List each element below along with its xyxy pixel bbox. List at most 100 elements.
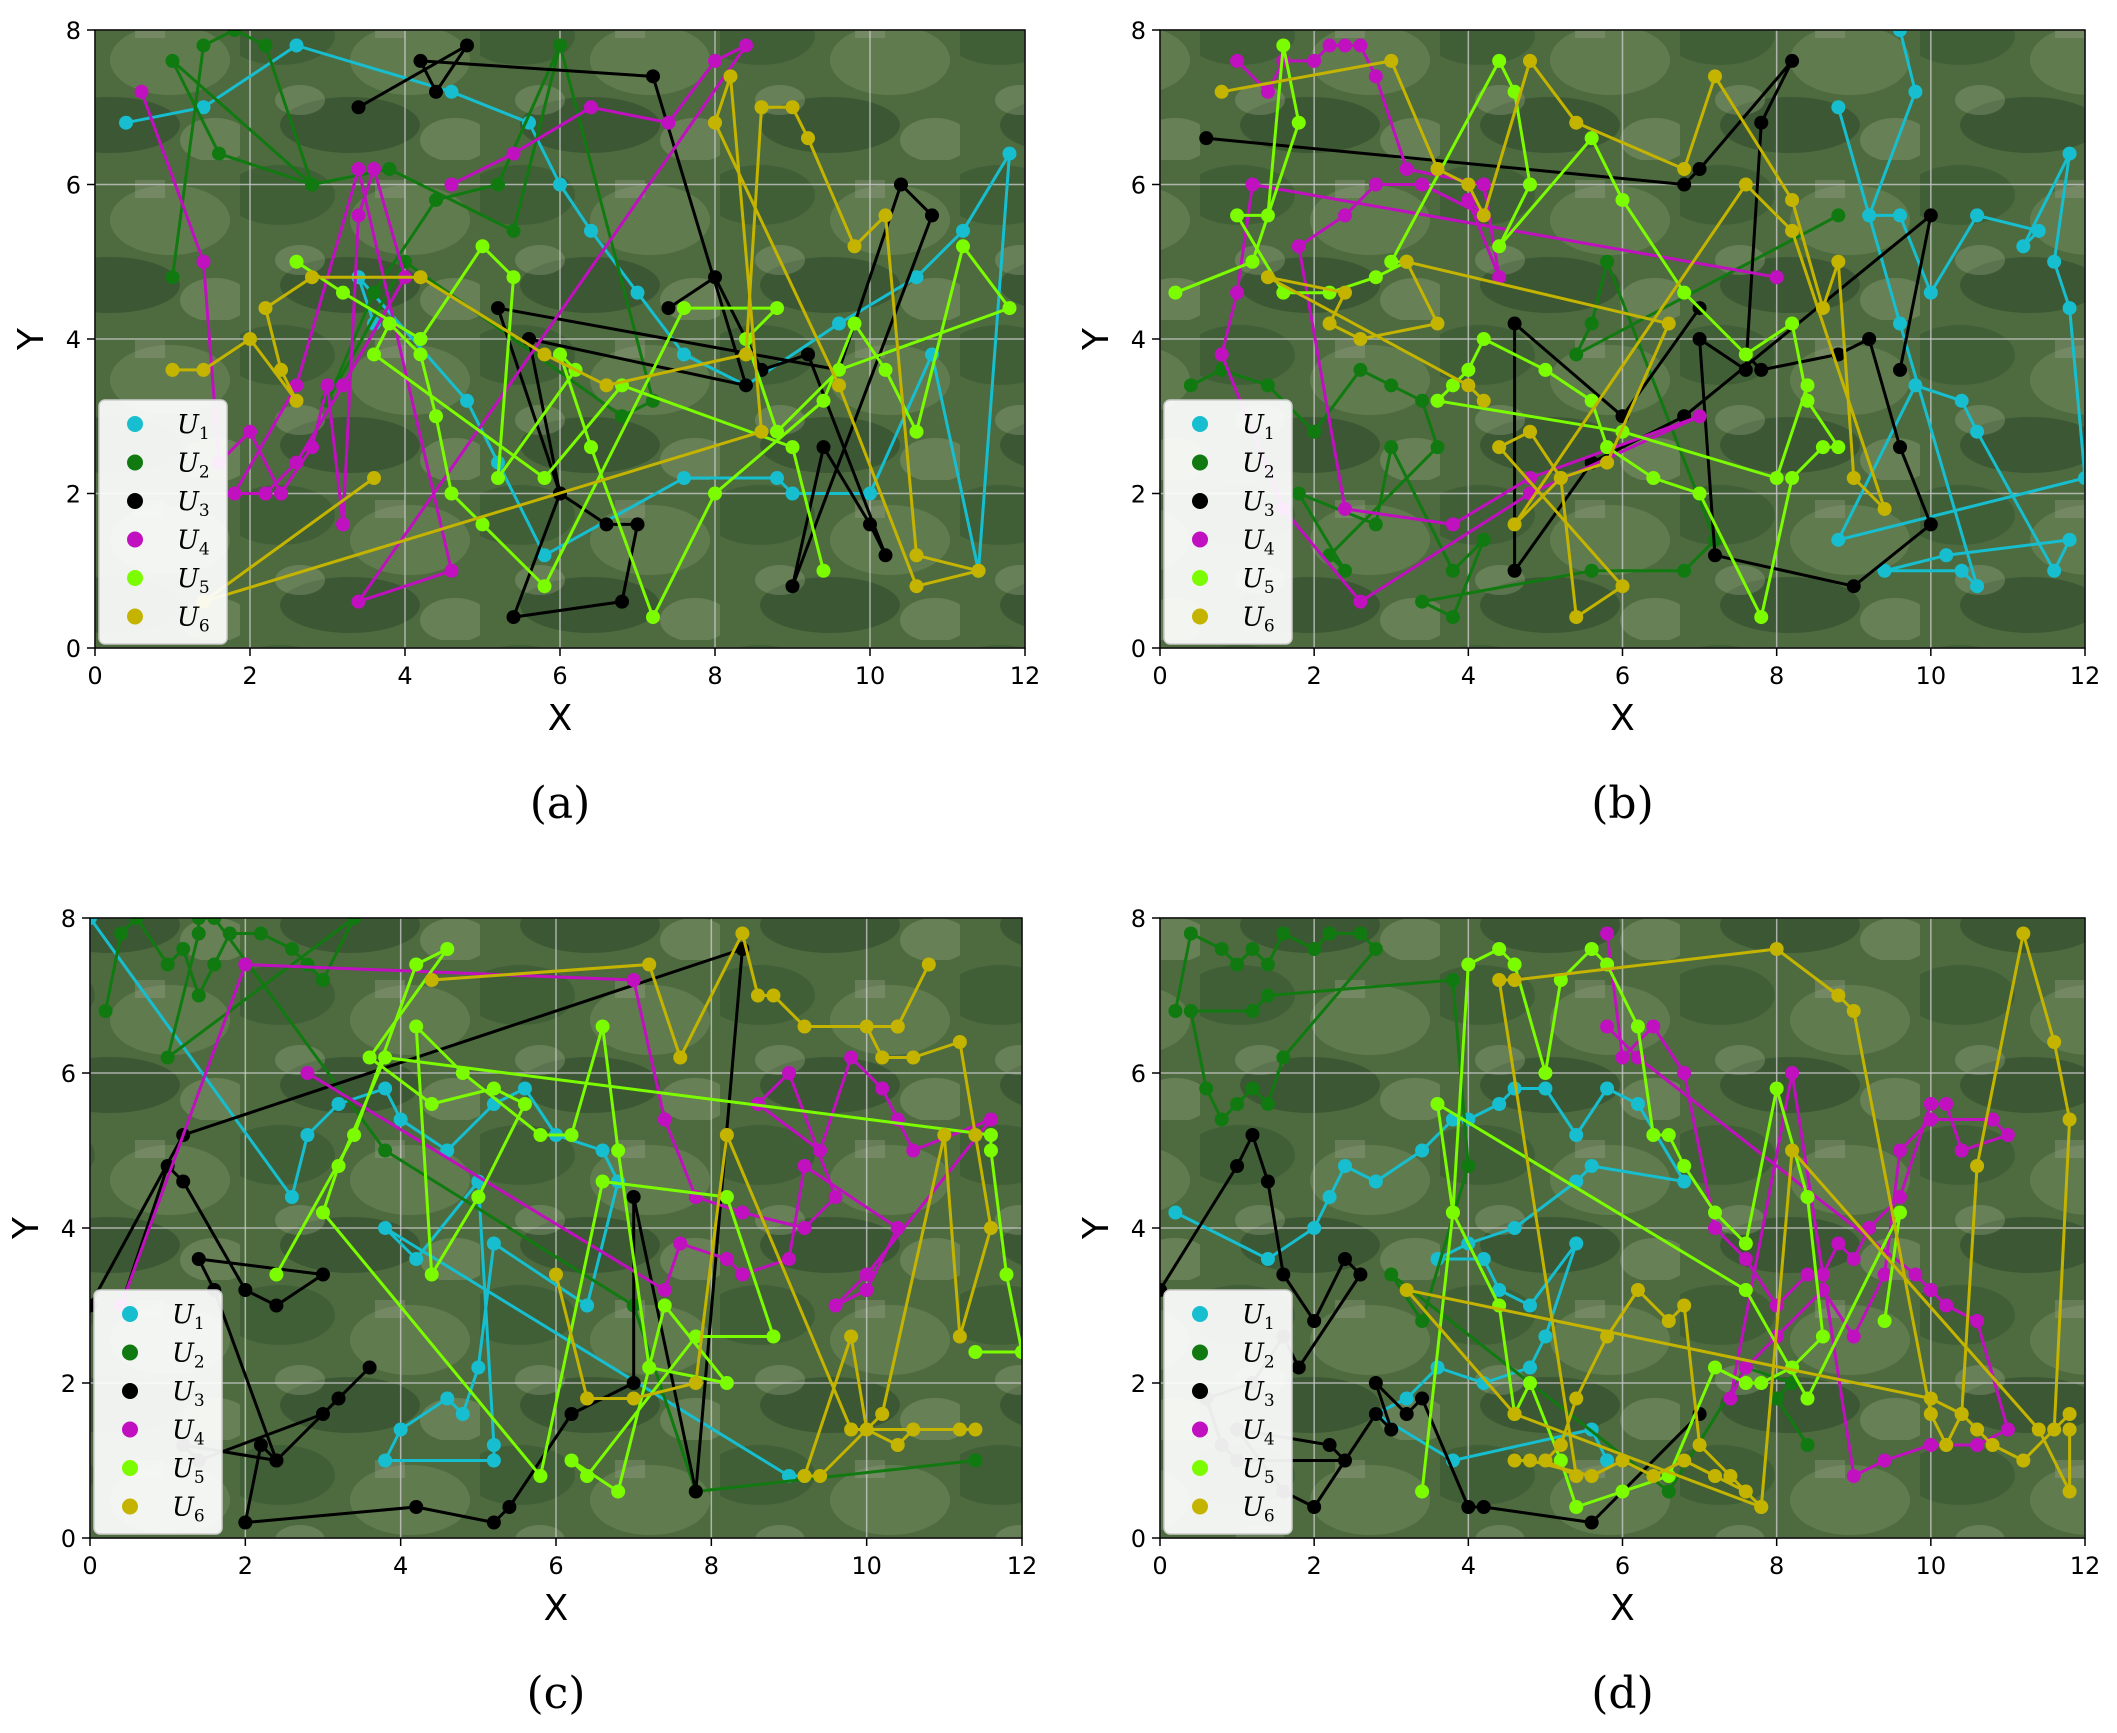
point-U6 [424,973,439,987]
point-U4 [1800,1267,1815,1282]
point-U3 [1368,1376,1383,1390]
point-U3 [630,517,645,532]
point-U6 [832,378,846,393]
point-U6 [754,100,769,115]
point-U1 [486,1453,501,1468]
point-U6 [1785,192,1800,207]
legend-marker-U1 [127,416,143,432]
point-U3 [925,208,939,223]
point-U5 [642,1360,657,1375]
x-tick-label: 0 [1152,1552,1167,1580]
point-U3 [1584,1515,1599,1530]
point-U1 [1538,1081,1553,1096]
point-U4 [1970,1314,1985,1328]
point-U2 [1168,1004,1183,1018]
point-U6 [968,1128,983,1142]
point-U1 [1569,1236,1584,1251]
point-U2 [114,926,129,941]
legend-marker-U4 [1192,1421,1208,1438]
point-U2 [382,162,397,177]
legend-marker-U4 [122,1421,138,1438]
point-U6 [1785,223,1800,238]
panel-caption: (a) [530,778,591,829]
point-U4 [1214,347,1229,362]
point-U5 [1430,393,1445,408]
y-tick-label: 0 [61,1525,76,1553]
point-U3 [739,378,753,393]
point-U2 [129,918,144,925]
point-U6 [1646,1469,1661,1483]
point-U6 [937,1128,952,1142]
point-U5 [1877,1314,1892,1328]
point-U3 [1322,1438,1337,1452]
point-U2 [1831,208,1846,223]
point-U4 [1785,1066,1800,1080]
point-U5 [1769,471,1784,486]
point-U4 [1368,69,1383,84]
point-U4 [1970,1438,1985,1452]
point-U2 [1415,1314,1430,1328]
point-U4 [1923,1097,1938,1111]
point-U1 [460,393,474,408]
x-tick-label: 8 [704,1552,719,1580]
point-U4 [1985,1112,2000,1127]
point-U4 [657,1283,672,1297]
point-U1 [289,38,304,53]
point-U1 [90,918,97,925]
point-U5 [1800,393,1815,408]
point-U1 [517,1081,532,1096]
point-U3 [801,347,815,362]
point-U4 [983,1112,998,1127]
point-U1 [1569,1128,1584,1142]
point-U3 [413,53,428,68]
point-U5 [1630,1019,1645,1034]
point-U3 [878,548,893,563]
point-U3 [429,84,443,99]
point-U6 [1214,84,1229,99]
point-U4 [782,1252,796,1266]
point-U2 [1307,942,1322,956]
point-U3 [708,270,722,285]
point-U5 [611,1143,626,1158]
point-U3 [269,1453,284,1468]
point-U5 [595,1174,610,1189]
point-U6 [859,1422,874,1437]
point-U5 [382,316,397,331]
point-U5 [347,1128,362,1142]
point-U4 [1338,38,1352,53]
x-tick-label: 4 [1461,1552,1476,1580]
point-U3 [1384,1422,1399,1437]
point-U1 [1523,1298,1537,1313]
point-U6 [1738,177,1753,192]
point-U1 [1908,84,1923,99]
point-U3 [626,1190,641,1204]
point-U6 [642,957,657,972]
point-U1 [553,177,567,192]
point-U6 [1615,579,1630,594]
legend-marker-U3 [1192,493,1208,509]
point-U5 [1738,1283,1753,1297]
x-tick-label: 2 [238,1552,253,1580]
point-U6 [1877,501,1892,516]
series-line-U3 [1206,59,1933,588]
legend-marker-U4 [1192,531,1208,548]
point-U5 [486,1081,501,1096]
point-U2 [253,926,268,941]
point-U4 [238,957,253,972]
point-U6 [766,988,781,1003]
point-U2 [615,409,629,424]
point-U2 [1245,942,1260,956]
point-U6 [1939,1438,1954,1452]
point-U5 [909,424,924,439]
point-U5 [1785,316,1800,331]
point-U5 [1245,254,1260,269]
point-U1 [1523,1360,1537,1375]
y-tick-label: 8 [1131,17,1146,45]
point-U6 [1846,471,1861,486]
point-U1 [1831,532,1846,547]
point-U1 [1399,1391,1414,1406]
point-U1 [2062,301,2077,316]
